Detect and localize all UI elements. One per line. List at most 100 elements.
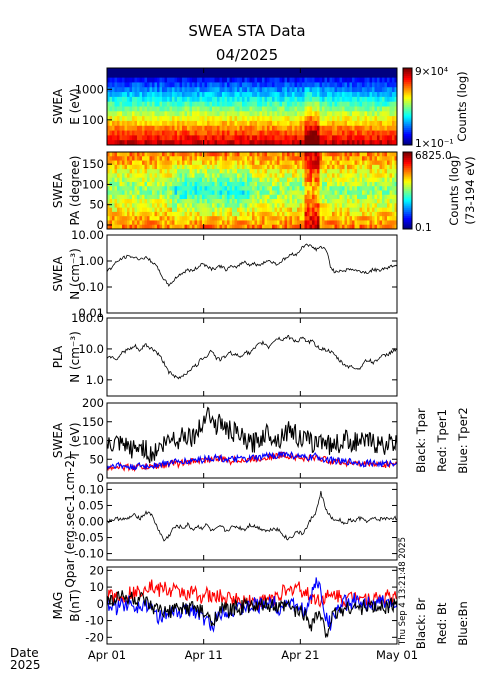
heatmap-cell (337, 125, 340, 131)
heatmap-cell (297, 224, 300, 230)
panel-pla-frame (106, 317, 398, 397)
heatmap-cell (127, 216, 130, 221)
heatmap-cell (292, 216, 295, 221)
heatmap-cell (372, 186, 375, 191)
heatmap-cell (312, 199, 315, 204)
heatmap-cell (217, 190, 220, 196)
heatmap-cell (119, 160, 123, 166)
heatmap-cell (349, 111, 353, 117)
heatmap-cell (312, 111, 315, 117)
heatmap-cell (237, 101, 240, 107)
heatmap-cell (324, 169, 328, 174)
heatmap-cell (319, 72, 323, 79)
heatmap-cell (332, 135, 335, 141)
heatmap-cell (172, 211, 175, 217)
colorbar-cell (403, 69, 412, 73)
heatmap-cell (267, 216, 270, 221)
heatmap-cell (379, 96, 383, 103)
heatmap-cell (242, 169, 245, 174)
heatmap-cell (264, 116, 268, 122)
colorbar-cell (403, 213, 412, 216)
heatmap-cell (132, 216, 135, 221)
heatmap-cell (232, 120, 235, 127)
heatmap-cell (354, 156, 358, 161)
heatmap-cell (374, 203, 378, 209)
heatmap-cell (167, 169, 170, 174)
heatmap-cell (234, 72, 238, 79)
heatmap-cell (299, 207, 303, 213)
heatmap-cell (339, 216, 343, 221)
heatmap-cell (209, 68, 213, 74)
heatmap-cell (394, 224, 398, 230)
heatmap-cell (254, 220, 258, 226)
heatmap-cell (394, 135, 398, 141)
heatmap-cell (379, 92, 383, 98)
heatmap-cell (274, 72, 278, 79)
heatmap-cell (294, 203, 298, 209)
heatmap-cell (209, 120, 213, 127)
heatmap-cell (319, 181, 323, 187)
heatmap-cell (179, 82, 183, 88)
heatmap-cell (222, 120, 225, 127)
heatmap-cell (389, 111, 393, 117)
heatmap-cell (262, 156, 265, 161)
heatmap-cell (134, 211, 138, 217)
heatmap-cell (347, 82, 350, 88)
heatmap-cell (384, 220, 388, 226)
heatmap-cell (132, 135, 135, 141)
heatmap-cell (192, 194, 195, 200)
heatmap-cell (209, 87, 213, 93)
heatmap-cell (199, 211, 203, 217)
heatmap-cell (262, 164, 265, 170)
heatmap-cell (367, 130, 370, 136)
heatmap-cell (332, 120, 335, 127)
heatmap-cell (334, 177, 338, 183)
heatmap-cell (357, 92, 360, 98)
heatmap-cell (297, 177, 300, 183)
heatmap-cell (122, 177, 125, 183)
colorbar-cell (403, 188, 412, 191)
panel-pla-series-0 (107, 334, 397, 380)
heatmap-cell (282, 181, 285, 187)
heatmap-cell (107, 106, 110, 112)
heatmap-cell (127, 190, 130, 196)
heatmap-cell (284, 156, 288, 161)
heatmap-cell (174, 140, 178, 146)
heatmap-cell (214, 135, 218, 141)
heatmap-cell (159, 130, 163, 136)
heatmap-cell (212, 82, 215, 88)
heatmap-cell (259, 96, 263, 103)
heatmap-cell (317, 120, 320, 127)
heatmap-cell (157, 177, 160, 183)
heatmap-cell (379, 152, 383, 157)
heatmap-cell (117, 199, 120, 204)
heatmap-cell (374, 207, 378, 213)
heatmap-cell (212, 87, 215, 93)
heatmap-cell (199, 116, 203, 122)
heatmap-cell (334, 169, 338, 174)
heatmap-cell (354, 82, 358, 88)
heatmap-cell (284, 216, 288, 221)
panel-mag-ytick-2: 0 (97, 597, 104, 611)
heatmap-cell (144, 181, 148, 187)
heatmap-cell (192, 164, 195, 170)
heatmap-cell (157, 190, 160, 196)
heatmap-cell (357, 72, 360, 79)
heatmap-cell (217, 111, 220, 117)
heatmap-cell (187, 203, 190, 209)
heatmap-cell (137, 96, 140, 103)
heatmap-cell (382, 173, 385, 179)
colorbar-cell (403, 85, 412, 88)
heatmap-cell (324, 130, 328, 136)
heatmap-cell (332, 199, 335, 204)
heatmap-cell (262, 120, 265, 127)
heatmap-cell (354, 135, 358, 141)
heatmap-cell (149, 181, 153, 187)
heatmap-cell (342, 156, 345, 161)
heatmap-cell (107, 68, 110, 74)
heatmap-cell (299, 190, 303, 196)
heatmap-cell (347, 152, 350, 157)
heatmap-cell (167, 190, 170, 196)
heatmap-cell (192, 116, 195, 122)
heatmap-cell (129, 92, 133, 98)
